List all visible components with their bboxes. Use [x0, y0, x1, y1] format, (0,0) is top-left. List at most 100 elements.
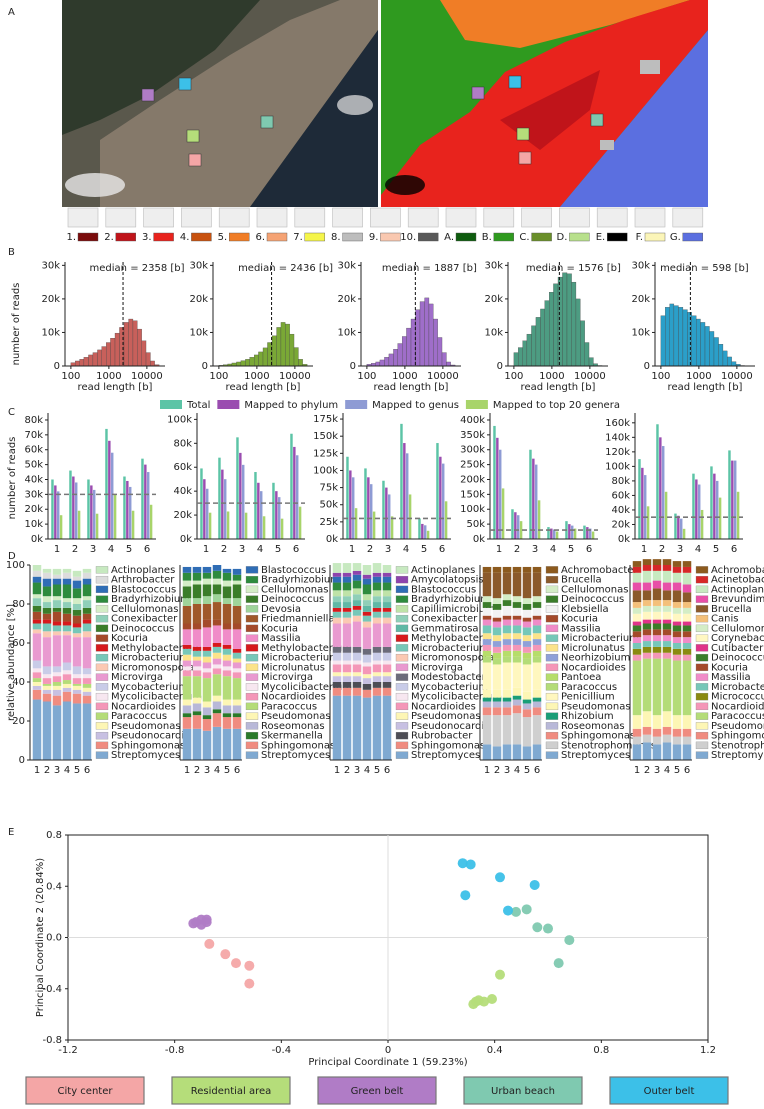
stacked-segment: [672, 572, 682, 583]
stacked-segment: [372, 582, 382, 591]
legend-swatch: [695, 702, 709, 711]
stacked-segment: [492, 652, 502, 659]
stacked-segment: [52, 611, 62, 622]
legend-swatch: [545, 575, 559, 584]
bar: [75, 482, 78, 539]
stacked-segment: [352, 695, 362, 760]
landuse-legend-label: B.: [482, 232, 492, 243]
legend-swatch: [95, 634, 109, 642]
x-tick-label: 1000: [244, 371, 269, 382]
histogram-bar: [513, 352, 519, 367]
stacked-segment: [32, 623, 42, 630]
y-tick-label: 0: [350, 361, 356, 372]
histogram-bar: [544, 300, 550, 367]
stacked-segment: [62, 584, 72, 599]
median-label: median = 598 [b]: [660, 263, 749, 274]
histogram-bar: [526, 333, 532, 367]
legend-swatch: [95, 663, 109, 672]
x-tick-label: 1: [349, 544, 355, 555]
stacked-segment: [382, 572, 392, 577]
stacked-segment: [222, 654, 232, 661]
stacked-segment: [72, 623, 82, 628]
legend-label: Blastococcus: [261, 565, 326, 576]
legend-swatch: [395, 575, 409, 584]
stacked-segment: [72, 674, 82, 679]
satellite-mountains: [62, 0, 260, 135]
legend-label: Capillimicrobium: [411, 604, 495, 615]
histogram-bar: [535, 317, 541, 367]
legend-label: Massilia: [561, 623, 601, 634]
scatter-point: [460, 890, 471, 901]
stacked-segment: [522, 627, 532, 636]
stacked-segment: [652, 570, 662, 581]
stacked-segment: [82, 703, 92, 760]
stacked-segment: [62, 625, 72, 632]
stacked-segment: [672, 715, 682, 729]
stacked-segment: [352, 660, 362, 665]
stacked-segment: [32, 619, 42, 624]
stacked-segment: [652, 658, 662, 716]
stacked-segment: [362, 666, 372, 675]
legend-label: City center: [58, 1086, 114, 1097]
legend-swatch: [95, 585, 109, 594]
legend-label: Residential area: [191, 1086, 272, 1097]
legend-swatch: [95, 712, 109, 720]
landuse-legend-label: 9.: [369, 232, 379, 243]
legend-swatch: [545, 653, 559, 662]
bar: [511, 509, 514, 539]
stacked-segment: [82, 695, 92, 704]
stacked-segment: [62, 578, 72, 585]
legend-swatch: [395, 741, 409, 750]
stacked-segment: [202, 584, 212, 597]
stacked-segment: [192, 656, 202, 661]
legend-label: Cellulomonas: [111, 604, 178, 615]
stacked-segment: [362, 678, 372, 684]
y-tick-label: 20k: [484, 294, 503, 305]
legend-label: Cellulomonas: [711, 623, 764, 634]
stacked-segment: [202, 678, 212, 702]
x-tick-label: 1: [496, 544, 502, 555]
legend-swatch: [545, 605, 559, 613]
stacked-segment: [482, 619, 492, 626]
stacked-segment: [202, 707, 212, 716]
stacked-segment: [82, 568, 92, 573]
histogram-bar: [580, 320, 585, 367]
stacked-segment: [342, 652, 352, 661]
y-tick-label: 125k: [313, 448, 338, 459]
stacked-segment: [52, 695, 62, 706]
stacked-segment: [522, 604, 532, 610]
stacked-segment: [42, 693, 52, 702]
histogram-bar: [665, 307, 670, 367]
stacked-segment: [482, 689, 492, 698]
bar: [293, 446, 296, 539]
stacked-segment: [202, 650, 212, 657]
stacked-segment: [32, 699, 42, 760]
legend-swatch: [545, 722, 559, 730]
histogram-bar: [280, 322, 286, 367]
bar: [236, 437, 239, 539]
landuse-icon: [181, 207, 212, 228]
stacked-segment: [532, 602, 542, 608]
stacked-segment: [332, 676, 342, 682]
legend-swatch: [695, 722, 709, 730]
stacked-segment: [72, 598, 82, 604]
legend-label: Brucella: [711, 604, 752, 615]
stacked-segment: [372, 607, 382, 612]
stacked-segment: [332, 582, 342, 591]
stacked-segment: [332, 576, 342, 583]
stacked-segment: [372, 687, 382, 696]
stacked-segment: [52, 705, 62, 760]
bar: [141, 458, 144, 539]
stacked-segment: [202, 604, 212, 620]
histogram-bar: [254, 354, 259, 367]
legend-label: Paracoccus: [111, 711, 167, 722]
stacked-segment: [642, 646, 652, 653]
stacked-segment: [52, 596, 62, 601]
x-tick-label: 10000: [721, 371, 753, 382]
stacked-segment: [342, 563, 352, 573]
stacked-segment: [42, 666, 52, 675]
legend-swatch: [245, 605, 259, 613]
landuse-legend-label: 5.: [218, 232, 228, 243]
y-tick-label: 0k: [180, 534, 192, 545]
stacked-segment: [672, 648, 682, 655]
